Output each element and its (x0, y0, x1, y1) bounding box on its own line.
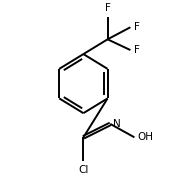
Text: F: F (134, 22, 140, 32)
Text: N: N (113, 119, 121, 129)
Text: F: F (105, 3, 111, 13)
Text: F: F (134, 45, 140, 55)
Text: Cl: Cl (78, 165, 89, 175)
Text: OH: OH (138, 132, 154, 142)
